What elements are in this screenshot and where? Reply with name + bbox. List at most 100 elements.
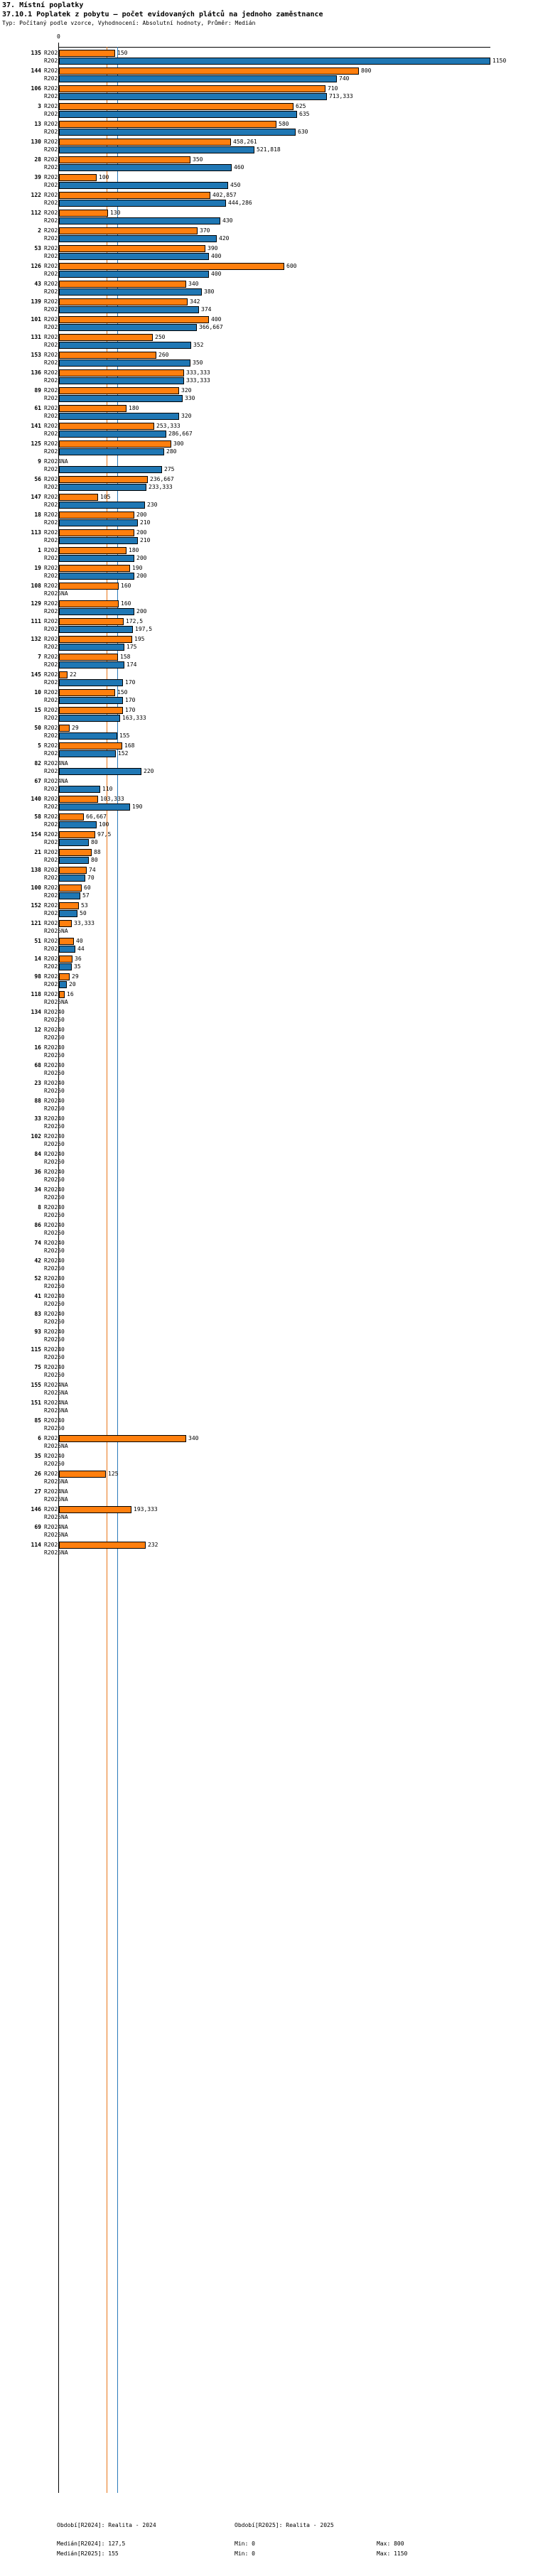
chart-row-group: 51 R2024 40 R2025 44: [0, 938, 533, 956]
chart-row-group: 41 R2024 0 R2025 0: [0, 1293, 533, 1311]
bar-value-label: 0: [61, 1159, 65, 1165]
bar-R2024: [59, 707, 123, 714]
chart-row-group: 113 R2024 200 R2025 210: [0, 529, 533, 547]
bar-R2024: [59, 476, 148, 483]
bar-R2025: [59, 484, 146, 491]
bar-value-label: 100: [99, 821, 109, 828]
row-category-label: 83: [34, 1311, 41, 1317]
bar-value-label: 57: [82, 892, 90, 899]
row-category-label: 118: [31, 991, 41, 997]
bar-value-label: 0: [61, 1115, 65, 1122]
bar-value-label: 635: [299, 111, 310, 117]
bar-R2024: [59, 529, 134, 536]
bar-R2024: [59, 298, 188, 305]
chart-row-group: 135 R2024 150 R2025 1150: [0, 50, 533, 67]
row-category-label: 129: [31, 600, 41, 607]
row-category-label: 6: [38, 1435, 41, 1441]
chart-row-group: 39 R2024 100 R2025 450: [0, 174, 533, 192]
row-category-label: 23: [34, 1080, 41, 1086]
chart-row-group: 14 R2024 36 R2025 35: [0, 956, 533, 973]
bar-R2025: [59, 786, 100, 793]
chart-row-group: 36 R2024 0 R2025 0: [0, 1169, 533, 1186]
bar-value-label: 400: [211, 253, 222, 259]
bar-value-label: NA: [61, 1390, 68, 1396]
row-category-label: 111: [31, 618, 41, 624]
row-category-label: 58: [34, 813, 41, 820]
bar-value-label: 163,333: [122, 715, 146, 721]
chart-row-group: 85 R2024 0 R2025 0: [0, 1417, 533, 1435]
bar-value-label: 125: [108, 1471, 119, 1477]
row-category-label: 106: [31, 85, 41, 92]
row-category-label: 53: [34, 245, 41, 251]
bar-value-label: 88: [94, 849, 101, 855]
chart-row-group: 23 R2024 0 R2025 0: [0, 1080, 533, 1098]
bar-R2025: [59, 253, 209, 260]
chart-row-group: 98 R2024 29 R2025 20: [0, 973, 533, 991]
row-category-label: 141: [31, 423, 41, 429]
bar-R2025: [59, 395, 183, 402]
bar-R2025: [59, 608, 134, 615]
bar-value-label: 100: [99, 174, 109, 180]
chart-row-group: 28 R2024 350 R2025 460: [0, 156, 533, 174]
bar-value-label: 105: [100, 494, 111, 500]
row-category-label: 84: [34, 1151, 41, 1157]
chart-row-group: 2 R2024 370 R2025 420: [0, 227, 533, 245]
max-2025-stat: Max: 1150: [377, 2550, 408, 2557]
row-category-label: 51: [34, 938, 41, 944]
bar-R2025: [59, 537, 138, 544]
bar-value-label: 0: [61, 1364, 65, 1370]
row-category-label: 18: [34, 512, 41, 518]
bar-R2024: [59, 725, 70, 732]
bar-R2025: [59, 555, 134, 562]
bar-value-label: 180: [129, 547, 139, 553]
bar-R2025: [59, 946, 75, 953]
chart-row-group: 136 R2024 333,333 R2025 333,333: [0, 369, 533, 387]
bar-value-label: 200: [136, 608, 147, 615]
bar-R2025: [59, 750, 116, 757]
chart-row-group: 93 R2024 0 R2025 0: [0, 1328, 533, 1346]
bar-value-label: 333,333: [186, 377, 210, 384]
bar-value-label: 0: [61, 1034, 65, 1041]
bar-value-label: 0: [61, 1098, 65, 1104]
row-category-label: 69: [34, 1524, 41, 1530]
bar-value-label: 175: [126, 644, 137, 650]
bar-R2024: [59, 654, 118, 661]
row-category-label: 135: [31, 50, 41, 56]
bar-value-label: NA: [61, 999, 68, 1005]
bar-value-label: 155: [119, 732, 130, 739]
bar-R2024: [59, 671, 68, 678]
row-category-label: 14: [34, 956, 41, 962]
bar-value-label: 22: [70, 671, 77, 678]
chart-row-group: 108 R2024 160 R2025 NA: [0, 583, 533, 600]
chart-row-group: 122 R2024 402,857 R2025 444,286: [0, 192, 533, 210]
chart-row-group: 27 R2024 NA R2025 NA: [0, 1488, 533, 1506]
bar-R2024: [59, 316, 209, 323]
bar-value-label: 0: [61, 1070, 65, 1076]
min-2024-stat: Min: 0: [235, 2540, 255, 2547]
bar-value-label: NA: [61, 1478, 68, 1485]
bar-value-label: 430: [222, 217, 233, 224]
bar-value-label: 390: [208, 245, 218, 251]
bar-value-label: 275: [164, 466, 175, 472]
bar-R2025: [59, 981, 67, 988]
x-axis-zero-tick: [58, 43, 59, 47]
bar-R2024: [59, 174, 97, 181]
bar-R2025: [59, 448, 164, 455]
bar-value-label: 0: [61, 1283, 65, 1289]
bar-value-label: 625: [296, 103, 306, 109]
bar-value-label: 190: [132, 803, 143, 810]
bar-value-label: 342: [190, 298, 200, 305]
chart-row-group: 33 R2024 0 R2025 0: [0, 1115, 533, 1133]
bar-value-label: 190: [132, 565, 143, 571]
bar-value-label: 444,286: [228, 200, 252, 206]
bar-R2025: [59, 111, 297, 118]
bar-value-label: 320: [181, 413, 192, 419]
bar-value-label: 170: [125, 679, 136, 686]
row-category-label: 67: [34, 778, 41, 784]
chart-subtitle: Typ: Počítaný podle vzorce, Vyhodnocení:…: [2, 20, 256, 26]
bar-value-label: 253,333: [156, 423, 181, 429]
legend-period-2025: Období[R2025]: Realita - 2025: [235, 2522, 334, 2528]
bar-value-label: NA: [61, 1382, 68, 1388]
bar-R2024: [59, 991, 65, 998]
